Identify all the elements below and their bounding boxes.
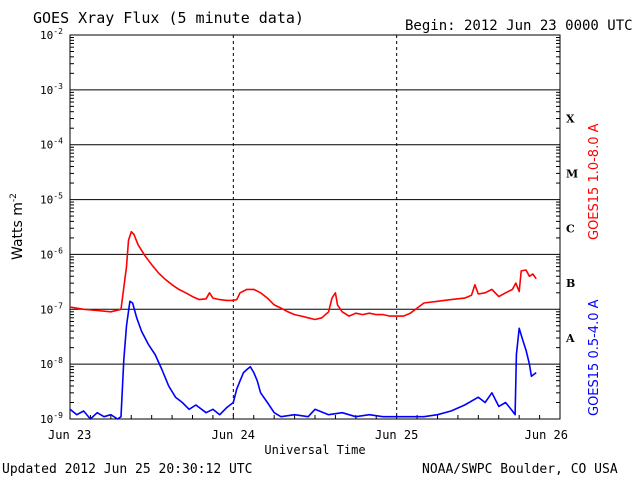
flare-class-labels: X M C B A (565, 113, 578, 345)
begin-time: Begin: 2012 Jun 23 0000 UTC (405, 18, 633, 34)
y-tick-label: 10-2 (40, 27, 63, 42)
y-tick-base: 10 (40, 358, 53, 371)
plot-frame (69, 34, 561, 420)
y-tick-label: 10-8 (40, 356, 63, 371)
y-tick-exp: -5 (53, 192, 63, 201)
y-tick-exp: -2 (53, 27, 63, 36)
y-tick-base: 10 (40, 303, 53, 316)
y-tick-exp: -3 (53, 82, 63, 91)
x-tick-label: Jun 26 (525, 428, 568, 442)
x-axis-label: Universal Time (264, 443, 365, 457)
y-tick-label: 10-9 (40, 411, 63, 426)
y-tick-label: 10-4 (40, 137, 63, 152)
y-tick-labels: 10-210-310-410-510-610-710-810-9 (40, 27, 63, 426)
y-tick-exp: -8 (53, 356, 63, 365)
grid (69, 34, 561, 420)
y-tick-base: 10 (40, 139, 53, 152)
x-tick-label: Jun 25 (375, 428, 418, 442)
y-tick-exp: -9 (53, 411, 63, 420)
y-tick-label: 10-3 (40, 82, 63, 97)
series-long-channel (69, 230, 537, 321)
source-credit: NOAA/SWPC Boulder, CO USA (422, 462, 618, 477)
series-group (69, 230, 537, 420)
legend-short-channel: GOES15 0.5-4.0 A (587, 299, 602, 416)
flare-class-label: B (566, 277, 575, 290)
y-tick-label: 10-6 (40, 246, 63, 261)
y-tick-exp: -7 (53, 301, 63, 310)
y-tick-exp: -6 (53, 246, 63, 255)
x-tick-label: Jun 23 (48, 428, 91, 442)
y-axis-label-exp: -2 (9, 193, 19, 202)
y-tick-base: 10 (40, 248, 53, 261)
y-tick-base: 10 (40, 413, 53, 426)
y-tick-label: 10-5 (40, 192, 63, 207)
x-tick-label: Jun 24 (212, 428, 255, 442)
y-axis-label-text: Watts m (10, 202, 26, 260)
flare-class-label: A (565, 332, 575, 345)
legend-long-channel: GOES15 1.0-8.0 A (587, 123, 602, 240)
x-tick-labels: Jun 23 Jun 24 Jun 25 Jun 26 (48, 428, 568, 442)
series-short-channel (69, 300, 537, 420)
y-tick-base: 10 (40, 84, 53, 97)
flare-class-label: X (566, 113, 575, 126)
y-tick-base: 10 (40, 194, 53, 207)
y-axis-label: Watts m-2 (9, 193, 26, 260)
y-tick-exp: -4 (53, 137, 63, 146)
y-tick-label: 10-7 (40, 301, 63, 316)
updated-timestamp: Updated 2012 Jun 25 20:30:12 UTC (2, 462, 252, 477)
chart-title: GOES Xray Flux (5 minute data) (33, 9, 304, 27)
y-tick-base: 10 (40, 29, 53, 42)
flare-class-label: C (566, 222, 575, 235)
flare-class-label: M (566, 167, 578, 180)
